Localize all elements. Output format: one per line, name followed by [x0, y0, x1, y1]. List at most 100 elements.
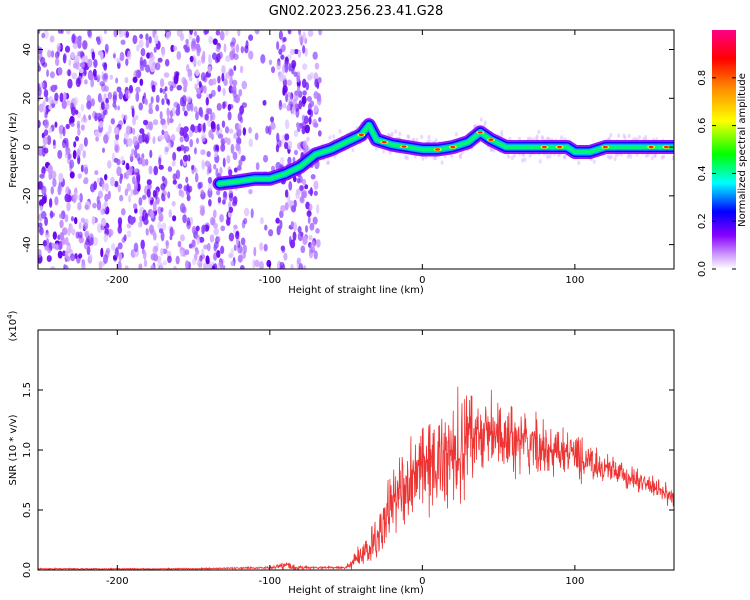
noise-blob — [68, 58, 72, 67]
haze-blob — [523, 157, 527, 162]
noise-blob — [254, 132, 259, 141]
noise-blob — [79, 62, 85, 68]
noise-blob — [41, 167, 46, 174]
y-tick-label: 0 — [22, 144, 33, 150]
ridge-hotspot — [450, 145, 456, 149]
noise-blob — [156, 242, 159, 248]
noise-blob — [81, 116, 84, 123]
noise-blob — [223, 78, 228, 86]
noise-blob — [148, 165, 153, 175]
noise-blob — [57, 67, 63, 76]
noise-blob — [180, 234, 185, 242]
noise-blob — [213, 222, 218, 229]
haze-blob — [483, 120, 487, 125]
noise-blob — [271, 66, 276, 74]
noise-blob — [295, 107, 300, 118]
noise-blob — [226, 155, 231, 164]
noise-blob — [159, 263, 163, 269]
colorbar-ticks: 0.0 0.2 0.4 0.6 0.8 — [697, 70, 736, 277]
noise-blob — [40, 82, 45, 89]
noise-blob — [190, 102, 194, 112]
noise-blob — [237, 254, 243, 263]
noise-blob — [117, 184, 121, 193]
noise-blob — [209, 234, 215, 243]
noise-blob — [312, 51, 318, 60]
haze-blob — [592, 159, 596, 164]
noise-blob — [205, 96, 209, 106]
noise-blob — [198, 236, 205, 243]
haze-blob — [508, 136, 512, 141]
noise-blob — [65, 146, 70, 156]
noise-blob — [172, 179, 177, 185]
noise-blob — [150, 253, 156, 261]
noise-blob — [47, 164, 53, 175]
y-tick-label: 0.5 — [22, 502, 33, 518]
haze-blob — [421, 156, 425, 161]
noise-blob — [176, 103, 181, 113]
noise-blob — [190, 40, 196, 50]
noise-blob — [139, 64, 145, 72]
noise-blob — [99, 81, 105, 87]
haze-blob — [489, 147, 493, 152]
noise-blob — [167, 80, 174, 87]
noise-blob — [89, 253, 93, 261]
noise-blob — [48, 96, 54, 105]
ridge-hotspot — [435, 148, 441, 151]
noise-blob — [212, 38, 218, 45]
noise-blob — [102, 109, 108, 116]
noise-blob — [92, 236, 99, 246]
noise-blob — [239, 264, 245, 269]
noise-blob — [42, 239, 47, 247]
haze-blob — [546, 136, 550, 141]
noise-blob — [73, 141, 77, 148]
svg-text:(x104): (x104) — [6, 310, 19, 341]
noise-blob — [113, 126, 119, 136]
noise-blob — [118, 91, 123, 100]
noise-blob — [221, 120, 226, 128]
noise-blob — [61, 227, 68, 236]
noise-blob — [153, 232, 157, 241]
noise-blob — [304, 124, 310, 134]
noise-blob — [113, 30, 118, 38]
x-tick-label: -200 — [106, 576, 129, 587]
noise-blob — [164, 58, 170, 67]
noise-blob — [180, 249, 184, 257]
noise-blob — [129, 153, 134, 162]
noise-blob — [289, 239, 296, 249]
noise-blob — [152, 136, 156, 145]
y-tick-label: -40 — [22, 236, 33, 252]
noise-blob — [176, 84, 183, 91]
noise-blob — [219, 214, 224, 223]
noise-blob — [204, 113, 209, 121]
noise-blob — [114, 104, 118, 111]
noise-blob — [296, 177, 301, 184]
noise-blob — [244, 45, 249, 54]
noise-blob — [285, 93, 289, 103]
noise-blob — [293, 48, 300, 55]
y-tick-label: 1.0 — [22, 442, 33, 458]
noise-blob — [57, 250, 63, 259]
noise-blob — [52, 139, 56, 146]
noise-blob — [279, 219, 283, 230]
y-tick-label: 0.0 — [22, 562, 33, 578]
noise-blob — [206, 169, 210, 176]
noise-blob — [227, 111, 232, 121]
noise-blob — [291, 59, 297, 69]
noise-blob — [215, 129, 220, 136]
noise-blob — [116, 57, 121, 64]
noise-blob — [208, 57, 213, 65]
noise-blob — [158, 157, 162, 167]
noise-blob — [145, 64, 151, 73]
noise-blob — [148, 36, 152, 44]
noise-blob — [208, 129, 213, 139]
noise-blob — [38, 47, 43, 55]
noise-blob — [232, 151, 238, 161]
noise-blob — [216, 53, 221, 63]
noise-blob — [289, 48, 295, 56]
noise-blob — [145, 33, 149, 41]
noise-blob — [189, 55, 194, 63]
noise-blob — [233, 224, 238, 230]
noise-blob — [221, 65, 226, 75]
noise-blob — [290, 263, 294, 269]
noise-blob — [150, 264, 155, 269]
